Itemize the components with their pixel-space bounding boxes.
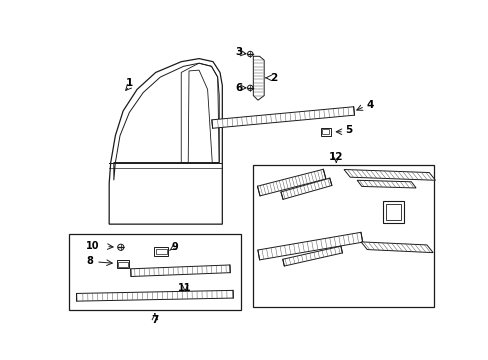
Text: 6: 6 xyxy=(235,83,242,93)
Text: 5: 5 xyxy=(345,125,352,135)
Polygon shape xyxy=(320,128,330,136)
Polygon shape xyxy=(356,180,415,188)
Text: 3: 3 xyxy=(235,48,242,58)
Text: 11: 11 xyxy=(178,283,191,293)
Text: 9: 9 xyxy=(171,242,178,252)
Polygon shape xyxy=(130,265,230,276)
Bar xyxy=(253,165,433,307)
Polygon shape xyxy=(281,178,331,199)
Text: 4: 4 xyxy=(366,100,373,110)
Text: 7: 7 xyxy=(151,315,158,325)
Text: 1: 1 xyxy=(125,78,133,88)
Polygon shape xyxy=(129,0,253,15)
Polygon shape xyxy=(211,107,354,128)
Polygon shape xyxy=(77,291,233,301)
Polygon shape xyxy=(360,242,432,253)
Bar xyxy=(382,201,404,222)
Bar xyxy=(385,204,401,220)
Polygon shape xyxy=(253,56,264,100)
Polygon shape xyxy=(257,232,362,260)
Polygon shape xyxy=(343,170,434,180)
Polygon shape xyxy=(257,169,325,196)
Text: 2: 2 xyxy=(270,73,277,83)
Polygon shape xyxy=(154,247,168,256)
Bar xyxy=(69,234,241,310)
Polygon shape xyxy=(282,246,342,266)
Text: 10: 10 xyxy=(86,241,99,251)
Text: 12: 12 xyxy=(328,152,343,162)
Polygon shape xyxy=(117,260,129,268)
Text: 8: 8 xyxy=(86,256,93,266)
